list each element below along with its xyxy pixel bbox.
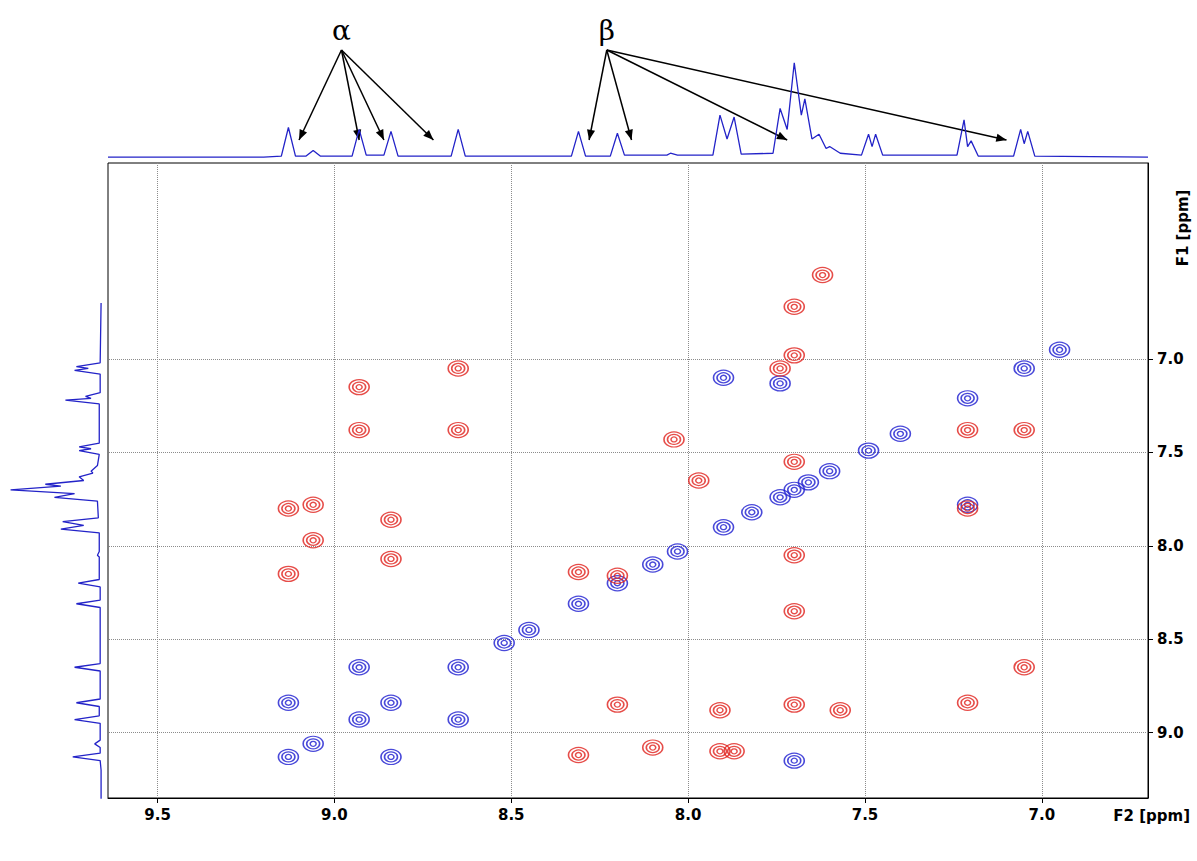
- svg-text:8.5: 8.5: [498, 806, 525, 824]
- svg-text:8.0: 8.0: [1157, 537, 1184, 555]
- svg-text:F1 [ppm]: F1 [ppm]: [1174, 190, 1192, 267]
- svg-text:7.5: 7.5: [852, 806, 879, 824]
- svg-text:F2 [ppm]: F2 [ppm]: [1113, 807, 1190, 825]
- svg-text:8.5: 8.5: [1157, 630, 1184, 648]
- svg-text:8.0: 8.0: [675, 806, 702, 824]
- svg-text:9.5: 9.5: [144, 806, 171, 824]
- svg-text:9.0: 9.0: [321, 806, 348, 824]
- svg-text:α: α: [332, 14, 351, 47]
- svg-text:9.0: 9.0: [1157, 724, 1184, 742]
- svg-text:β: β: [599, 14, 615, 47]
- svg-text:7.0: 7.0: [1157, 350, 1184, 368]
- svg-text:7.0: 7.0: [1029, 806, 1056, 824]
- svg-text:7.5: 7.5: [1157, 443, 1184, 461]
